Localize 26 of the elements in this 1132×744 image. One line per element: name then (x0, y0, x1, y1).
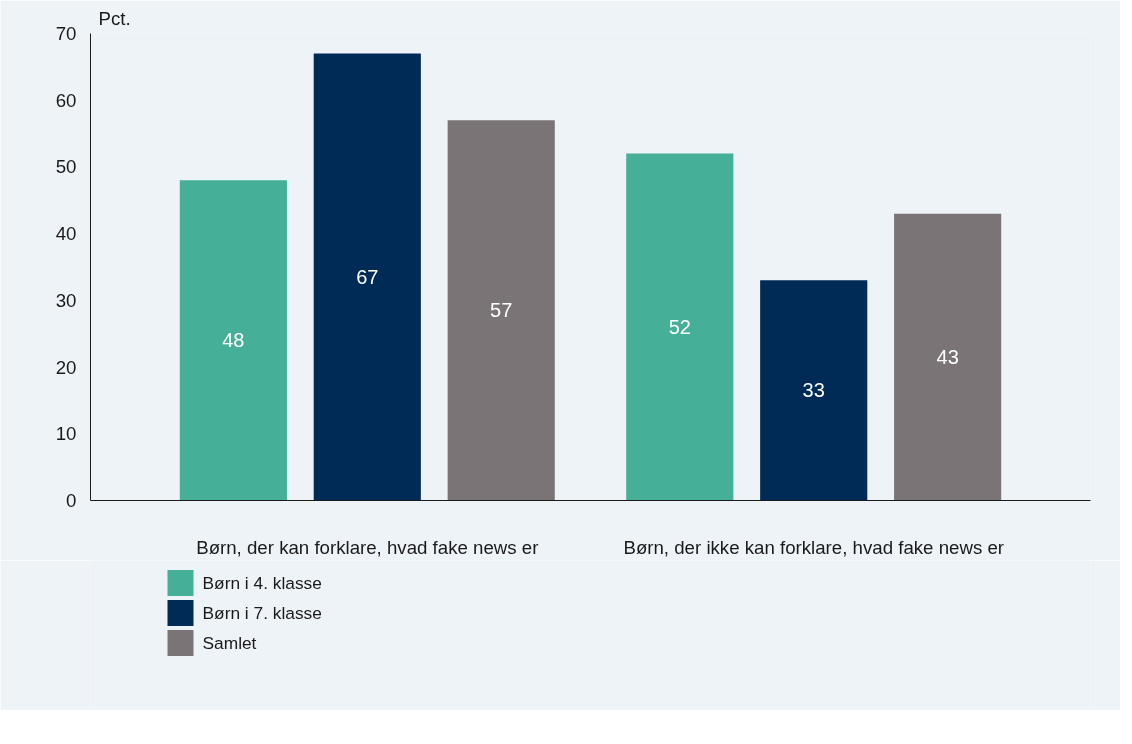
bar (313, 53, 421, 501)
y-tick-label: 70 (55, 23, 77, 44)
bar (760, 280, 868, 501)
y-tick-label: 40 (55, 223, 77, 245)
y-tick-label: 0 (66, 490, 77, 511)
x-tick-label: Børn, der ikke kan forklare, hvad fake news er (623, 536, 1004, 558)
bar (894, 213, 1002, 501)
x-tick-label: Børn, der kan forklare, hvad fake news er (196, 536, 539, 558)
bar (626, 153, 734, 501)
data-label: 48 (222, 329, 245, 352)
y-tick-label: 50 (55, 156, 77, 178)
y-tick-label: 10 (55, 423, 77, 445)
y-axis-title: Pct. (98, 7, 131, 29)
bar (447, 120, 555, 501)
data-label: 52 (668, 316, 691, 339)
y-tick-label: 30 (55, 289, 77, 311)
data-label: 67 (356, 266, 379, 289)
y-tick-label: 20 (55, 356, 77, 378)
data-label: 57 (490, 299, 513, 322)
data-label: 43 (936, 346, 959, 369)
legend-label: Børn i 7. klasse (202, 603, 322, 623)
bar (179, 180, 287, 501)
y-tick-label: 60 (55, 89, 77, 111)
legend-label: Børn i 4. klasse (202, 573, 322, 593)
data-label: 33 (802, 379, 825, 402)
legend-label: Samlet (202, 633, 257, 653)
